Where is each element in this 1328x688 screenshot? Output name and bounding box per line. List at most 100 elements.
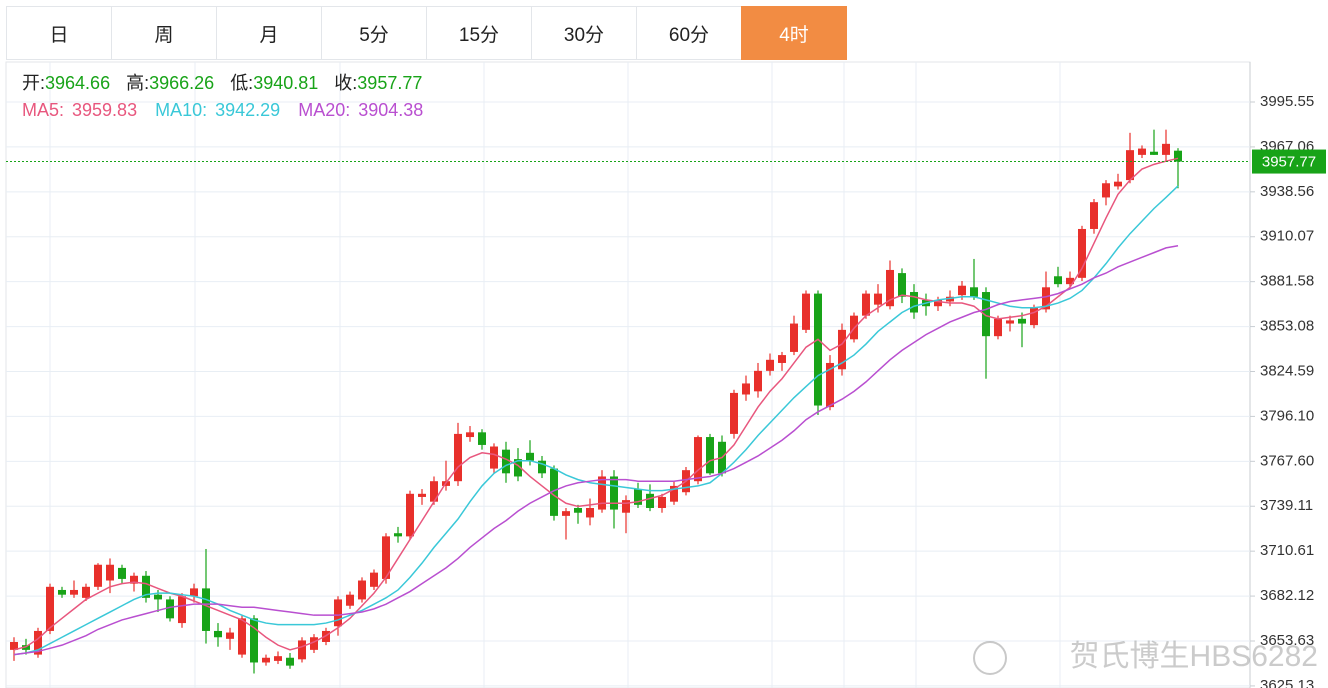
candle-body — [1078, 228, 1086, 278]
candle-body — [982, 292, 990, 337]
ma-line — [13, 244, 1179, 656]
ohlc-value: 3966.26 — [149, 73, 214, 93]
candle-body — [1042, 287, 1050, 310]
candle-body — [946, 296, 954, 302]
legend-value: 3942.29 — [215, 100, 280, 120]
candle-body — [502, 449, 510, 474]
period-tab[interactable]: 30分 — [531, 6, 637, 60]
candle-body — [406, 493, 414, 537]
ohlc-label: 高: — [126, 73, 149, 93]
candle-body — [514, 459, 522, 477]
candle-body — [910, 292, 918, 313]
candle-body — [574, 507, 582, 513]
candle-body — [202, 588, 210, 631]
candle-body — [334, 599, 342, 627]
candle-body — [190, 588, 198, 597]
y-tick-label: 3824.59 — [1260, 362, 1314, 379]
candle-body — [118, 567, 126, 579]
ohlc-value: 3957.77 — [357, 73, 422, 93]
ma-line — [13, 157, 1179, 651]
legend-name: MA5: — [22, 100, 64, 120]
candle-body — [622, 500, 630, 513]
candle-body — [1162, 143, 1170, 155]
candle-body — [610, 476, 618, 510]
candle-body — [670, 485, 678, 502]
period-tab[interactable]: 日 — [6, 6, 112, 60]
candle-body — [994, 318, 1002, 337]
period-tab[interactable]: 周 — [111, 6, 217, 60]
ohlc-value: 3940.81 — [253, 73, 318, 93]
candle-body — [70, 589, 78, 595]
period-tab[interactable]: 15分 — [426, 6, 532, 60]
period-tab[interactable]: 4时 — [741, 6, 847, 60]
candle-body — [874, 293, 882, 305]
candle-body — [766, 359, 774, 371]
ohlc-label: 收: — [334, 73, 357, 93]
y-tick-label: 3910.07 — [1260, 228, 1314, 245]
candle-body — [1138, 148, 1146, 155]
candle-body — [262, 657, 270, 663]
candle-body — [286, 657, 294, 666]
current-price-box — [1252, 149, 1326, 174]
candle-body — [958, 285, 966, 296]
legend-name: MA10: — [155, 100, 207, 120]
y-tick-label: 3710.61 — [1260, 542, 1314, 559]
ohlc-header: 开:3964.66 高:3966.26 低:3940.81 收:3957.77 — [22, 73, 422, 93]
candle-body — [94, 564, 102, 587]
candle-body — [346, 594, 354, 606]
candle-body — [394, 533, 402, 537]
candle-body — [166, 599, 174, 619]
watermark-icon — [973, 641, 1007, 675]
current-price-label: 3957.77 — [1262, 154, 1316, 171]
period-tab[interactable]: 5分 — [321, 6, 427, 60]
candle-body — [634, 489, 642, 505]
candle-body — [1150, 151, 1158, 155]
candle-body — [802, 293, 810, 330]
candle-body — [238, 618, 246, 655]
candle-body — [550, 468, 558, 516]
candle-body — [58, 589, 66, 595]
candle-body — [814, 293, 822, 406]
y-tick-label: 3881.58 — [1260, 273, 1314, 290]
period-tab[interactable]: 60分 — [636, 6, 742, 60]
candle-body — [838, 329, 846, 370]
candle-body — [790, 323, 798, 352]
candle-body — [142, 575, 150, 598]
candle-body — [646, 493, 654, 508]
candle-body — [862, 293, 870, 316]
y-tick-label: 3682.12 — [1260, 587, 1314, 604]
candle-body — [1102, 183, 1110, 198]
candle-body — [562, 511, 570, 516]
candle-body — [898, 273, 906, 297]
candle-body — [130, 575, 138, 584]
candle-body — [706, 437, 714, 474]
candle-body — [490, 446, 498, 469]
candle-body — [226, 632, 234, 639]
candle-body — [274, 656, 282, 661]
candle-body — [1018, 318, 1026, 324]
candle-body — [742, 383, 750, 395]
y-tick-label: 3796.10 — [1260, 407, 1314, 424]
ma-legend: MA5: 3959.83 MA10: 3942.29 MA20: 3904.38 — [22, 100, 423, 120]
candle-body — [586, 507, 594, 518]
candle-body — [178, 596, 186, 624]
ohlc-label: 开: — [22, 73, 45, 93]
candle-body — [1006, 320, 1014, 324]
period-tab[interactable]: 月 — [216, 6, 322, 60]
candle-body — [430, 481, 438, 502]
candle-body — [538, 460, 546, 474]
candle-body — [22, 645, 30, 650]
ohlc-label: 低: — [230, 73, 253, 93]
candle-body — [454, 433, 462, 482]
candle-body — [886, 269, 894, 307]
y-tick-label: 3853.08 — [1260, 318, 1314, 335]
candle-body — [466, 432, 474, 438]
legend-value: 3959.83 — [72, 100, 137, 120]
candle-body — [1114, 181, 1122, 187]
candle-body — [730, 392, 738, 434]
candle-body — [106, 564, 114, 581]
y-tick-label: 3739.11 — [1260, 497, 1313, 514]
candle-body — [310, 637, 318, 650]
